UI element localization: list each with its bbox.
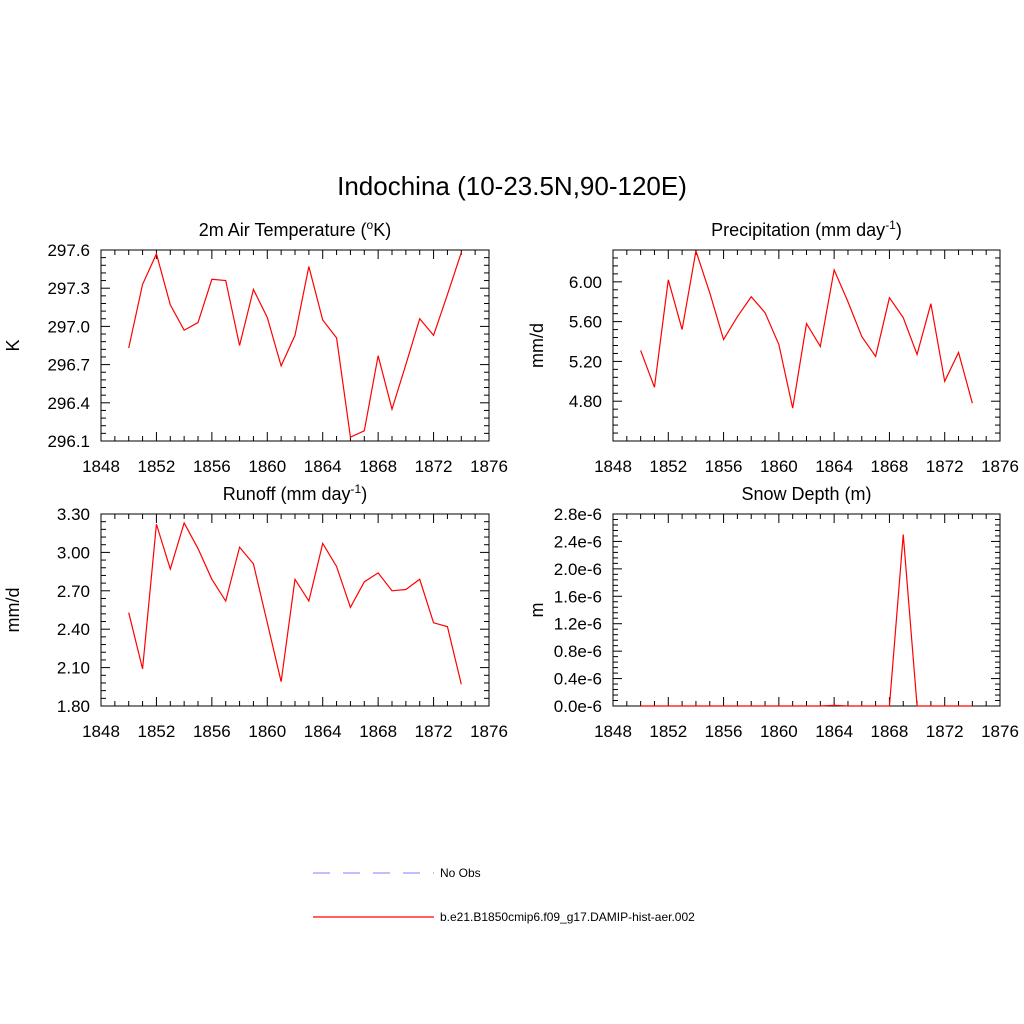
y-tick-label: 296.4 [47, 394, 90, 413]
panel-1: 2m Air Temperature (oK) K 1848 1852 1856 1860… [3, 218, 508, 476]
y-tick-label: 2.10 [57, 659, 90, 678]
x-tick-label: 1876 [470, 722, 508, 741]
x-tick-label: 1868 [359, 457, 397, 476]
x-tick-label: 1860 [248, 722, 286, 741]
panel-title: Precipitation (mm day-1) [711, 218, 902, 240]
x-tick-label: 1876 [981, 722, 1019, 741]
y-axis-label: mm/d [527, 323, 547, 368]
y-tick-label: 296.7 [47, 356, 90, 375]
x-tick-label: 1852 [138, 722, 176, 741]
x-tick-label: 1868 [871, 457, 909, 476]
y-tick-label: 297.0 [47, 317, 90, 336]
legend: No Obs b.e21.B1850cmip6.f09_g17.DAMIP-his… [313, 866, 695, 924]
legend-label-1: No Obs [440, 866, 481, 880]
y-tick-label: 0.4e-6 [554, 670, 602, 689]
x-tick-label: 1852 [649, 457, 687, 476]
y-axis-label: m [527, 603, 547, 618]
plot-frame [612, 249, 1001, 442]
x-tick-label: 1864 [304, 722, 342, 741]
y-tick-label: 1.6e-6 [554, 587, 602, 606]
x-tick-label: 1876 [470, 457, 508, 476]
y-axis-label: K [3, 339, 23, 351]
x-tick-label: 1856 [705, 722, 743, 741]
panel-title: Runoff (mm day-1) [223, 482, 367, 504]
series-line [128, 521, 462, 685]
y-tick-label: 2.0e-6 [554, 560, 602, 579]
y-tick-label: 5.20 [569, 352, 602, 371]
y-tick-label: 3.00 [57, 543, 90, 562]
panels: 2m Air Temperature (oK) K 1848 1852 1856 1860… [3, 218, 1019, 741]
y-tick-label: 3.30 [57, 505, 90, 524]
x-tick-label: 1856 [705, 457, 743, 476]
y-axis-label: mm/d [3, 588, 23, 633]
y-tick-label: 296.1 [47, 432, 90, 451]
x-tick-label: 1876 [981, 457, 1019, 476]
panel-title: Snow Depth (m) [741, 484, 871, 504]
plot-frame [612, 513, 1001, 707]
x-tick-label: 1860 [760, 722, 798, 741]
x-tick-label: 1872 [415, 457, 453, 476]
x-tick-label: 1860 [760, 457, 798, 476]
panel-title: 2m Air Temperature (oK) [199, 218, 391, 240]
series-line [128, 252, 462, 439]
y-tick-label: 2.40 [57, 620, 90, 639]
x-tick-label: 1864 [815, 722, 853, 741]
x-tick-label: 1860 [248, 457, 286, 476]
legend-label-2: b.e21.B1850cmip6.f09_g17.DAMIP-hist-aer.… [440, 910, 695, 924]
x-tick-label: 1864 [815, 457, 853, 476]
y-tick-label: 6.00 [569, 273, 602, 292]
x-tick-label: 1848 [82, 722, 120, 741]
y-tick-label: 1.80 [57, 697, 90, 716]
panel-4: Snow Depth (m) m 1848 1852 1856 1860 1864 1868 1… [527, 484, 1019, 741]
x-tick-label: 1872 [415, 722, 453, 741]
y-tick-label: 297.3 [47, 279, 90, 298]
y-tick-label: 5.60 [569, 313, 602, 332]
panel-3: Runoff (mm day-1) mm/d 1848 1852 1856 1860 186… [3, 482, 508, 741]
x-tick-label: 1852 [138, 457, 176, 476]
figure-title: Indochina (10-23.5N,90-120E) [337, 171, 687, 201]
y-tick-label: 1.2e-6 [554, 615, 602, 634]
y-tick-label: 2.4e-6 [554, 532, 602, 551]
y-tick-label: 0.8e-6 [554, 642, 602, 661]
y-tick-label: 2.70 [57, 582, 90, 601]
x-tick-label: 1848 [594, 722, 632, 741]
x-tick-label: 1872 [926, 722, 964, 741]
panel-2: Precipitation (mm day-1) mm/d 1848 1852 1856… [527, 218, 1019, 476]
series-line [640, 534, 973, 707]
y-tick-label: 297.6 [47, 241, 90, 260]
x-tick-label: 1864 [304, 457, 342, 476]
x-tick-label: 1856 [193, 722, 231, 741]
y-tick-label: 0.0e-6 [554, 697, 602, 716]
x-tick-label: 1848 [594, 457, 632, 476]
x-tick-label: 1856 [193, 457, 231, 476]
series-line [640, 250, 973, 409]
y-tick-label: 2.8e-6 [554, 505, 602, 524]
y-tick-label: 4.80 [569, 392, 602, 411]
x-tick-label: 1848 [82, 457, 120, 476]
x-tick-label: 1868 [359, 722, 397, 741]
plot-frame [100, 513, 490, 707]
x-tick-label: 1852 [649, 722, 687, 741]
x-tick-label: 1868 [871, 722, 909, 741]
plot-frame [100, 249, 490, 442]
x-tick-label: 1872 [926, 457, 964, 476]
